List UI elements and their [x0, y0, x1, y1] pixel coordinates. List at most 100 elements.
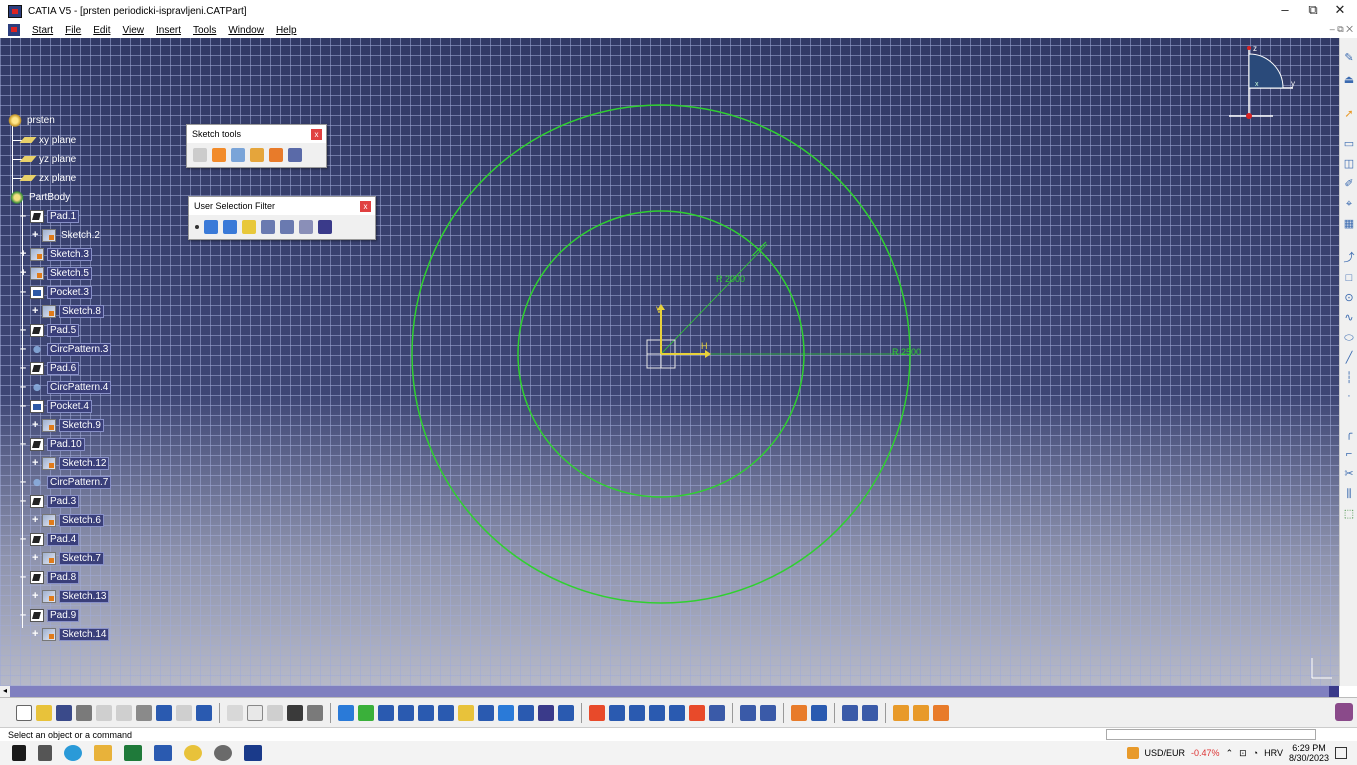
menu-file[interactable]: File [65, 24, 82, 36]
point-filter-icon[interactable] [195, 225, 199, 229]
scroll-right-icon[interactable] [1329, 686, 1339, 697]
word-icon[interactable] [154, 745, 172, 761]
tree-root[interactable]: prsten [8, 113, 57, 127]
sketch-tools-close-button[interactable]: x [311, 129, 322, 140]
tray-chevron-icon[interactable]: ⌃ [1225, 747, 1234, 758]
axis-icon[interactable]: ┆ [1345, 372, 1353, 384]
close-button[interactable]: ✕ [1334, 2, 1346, 17]
language-indicator[interactable]: HRV [1264, 748, 1283, 758]
tree-item-pad-4[interactable]: – Pad.4 [20, 532, 80, 546]
paste-icon[interactable] [136, 704, 152, 721]
chamfer-icon[interactable]: ⌐ [1345, 448, 1353, 460]
update-icon[interactable] [760, 704, 776, 721]
mdi-controls[interactable]: – ⧉ ✕ [1329, 24, 1353, 34]
print-icon[interactable] [76, 704, 92, 721]
tree-item-circpattern-4[interactable]: – CircPattern.4 [20, 380, 112, 394]
collapse-minus-icon[interactable]: – [20, 571, 27, 583]
profile-icon[interactable]: ⤴ [1343, 252, 1355, 264]
project-3d-icon[interactable]: ⬚ [1343, 508, 1355, 520]
menu-window[interactable]: Window [228, 24, 264, 36]
tree-item-sketch-2[interactable]: + Sketch.2 [32, 228, 102, 242]
tree-item-sketch-5[interactable]: + Sketch.5 [20, 266, 92, 280]
command-input[interactable] [1106, 729, 1316, 740]
tree-item-sketch-13[interactable]: + Sketch.13 [32, 589, 110, 603]
multi-view-icon[interactable] [478, 704, 494, 721]
scroll-left-icon[interactable]: ◂ [0, 686, 10, 697]
corner-icon[interactable]: ╭ [1345, 428, 1353, 440]
curve-analysis-icon[interactable] [689, 704, 705, 721]
tree-partbody[interactable]: PartBody [10, 190, 72, 204]
document-icon[interactable] [8, 24, 20, 36]
snap-to-point-icon[interactable] [212, 148, 226, 162]
spline-icon[interactable]: ∿ [1344, 312, 1354, 324]
rectangle-icon[interactable]: □ [1345, 272, 1353, 284]
iso-view-icon[interactable] [498, 704, 514, 721]
new-icon[interactable] [16, 704, 32, 721]
windows-start-icon[interactable] [12, 745, 26, 761]
collapse-minus-icon[interactable]: – [20, 381, 27, 393]
cut-view-icon[interactable] [913, 704, 929, 721]
menu-tools[interactable]: Tools [193, 24, 217, 36]
tree-item-pad-3[interactable]: – Pad.3 [20, 494, 80, 508]
chrome-icon[interactable] [184, 745, 202, 761]
selection-filter-close-button[interactable]: x [360, 201, 371, 212]
menu-edit[interactable]: Edit [93, 24, 111, 36]
menu-help[interactable]: Help [275, 24, 297, 36]
stocks-icon[interactable] [1126, 747, 1139, 759]
clock[interactable]: 6:29 PM 8/30/2023 [1289, 743, 1329, 763]
catia-taskbar-icon[interactable] [244, 745, 262, 761]
expand-plus-icon[interactable]: + [32, 229, 39, 241]
tree-item-sketch-7[interactable]: + Sketch.7 [32, 551, 104, 565]
tree-item-circpattern-7[interactable]: – CircPattern.7 [20, 475, 112, 489]
exit-workbench-icon[interactable]: ⏏ [1343, 74, 1355, 86]
align-icon[interactable] [740, 704, 756, 721]
collapse-minus-icon[interactable]: – [20, 609, 27, 621]
copy-icon[interactable] [116, 704, 132, 721]
cut-part-icon[interactable]: ◫ [1343, 158, 1355, 170]
render-icon[interactable] [933, 704, 949, 721]
file-explorer-icon[interactable] [94, 745, 112, 761]
grid-snap-icon[interactable] [791, 704, 807, 721]
construction-element-icon[interactable] [231, 148, 245, 162]
tree-item-pad-10[interactable]: – Pad.10 [20, 437, 85, 451]
normal-view-icon[interactable]: ▭ [1343, 138, 1355, 150]
expand-plus-icon[interactable]: + [32, 628, 39, 640]
collapse-minus-icon[interactable]: – [20, 438, 27, 450]
task-view-icon[interactable] [38, 745, 52, 761]
restore-button[interactable]: ⧉ [1308, 2, 1318, 17]
rotate-icon[interactable] [398, 704, 414, 721]
collapse-minus-icon[interactable]: – [20, 476, 27, 488]
zoom-out-icon[interactable] [438, 704, 454, 721]
tray-app-icon[interactable]: ⊡ [1239, 747, 1247, 758]
formula-icon[interactable] [227, 704, 243, 721]
pan-icon[interactable] [378, 704, 394, 721]
expand-plus-icon[interactable]: + [20, 248, 27, 260]
expand-plus-icon[interactable]: + [32, 419, 39, 431]
fix-icon[interactable]: ▦ [1343, 218, 1355, 230]
tree-xy-plane[interactable]: xy plane [12, 133, 78, 147]
menu-insert[interactable]: Insert [155, 24, 181, 36]
tree-item-sketch-14[interactable]: + Sketch.14 [32, 627, 110, 641]
undo-icon[interactable] [156, 704, 172, 721]
tree-item-sketch-3[interactable]: + Sketch.3 [20, 247, 92, 261]
tree-item-pad-8[interactable]: – Pad.8 [20, 570, 80, 584]
geometrical-constraints-icon[interactable] [250, 148, 264, 162]
tree-yz-plane[interactable]: yz plane [12, 152, 78, 166]
horizontal-scrollbar[interactable]: ◂ [0, 686, 1339, 697]
collapse-minus-icon[interactable]: – [20, 343, 27, 355]
collapse-minus-icon[interactable]: – [20, 286, 27, 298]
tree-item-circpattern-3[interactable]: – CircPattern.3 [20, 342, 112, 356]
mirror-icon[interactable]: ⫼ [1346, 488, 1352, 500]
curve-filter-icon[interactable] [204, 220, 218, 234]
tree-item-sketch-6[interactable]: + Sketch.6 [32, 513, 104, 527]
line-icon[interactable]: ╱ [1345, 352, 1353, 364]
layer-icon[interactable] [862, 704, 878, 721]
tree-item-pad-9[interactable]: – Pad.9 [20, 608, 80, 622]
volume-filter-icon[interactable] [242, 220, 256, 234]
outer-radius-label[interactable]: R 2500 [892, 347, 921, 357]
expand-plus-icon[interactable]: + [32, 552, 39, 564]
solving-status-icon[interactable] [669, 704, 685, 721]
network-icon[interactable]: ◔ [1252, 748, 1259, 758]
menu-start[interactable]: Start [32, 24, 54, 36]
collapse-minus-icon[interactable]: – [20, 533, 27, 545]
